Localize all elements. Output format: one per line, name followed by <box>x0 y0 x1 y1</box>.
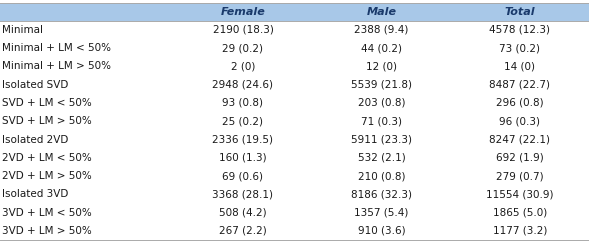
Text: 4578 (12.3): 4578 (12.3) <box>489 25 550 35</box>
Text: SVD + LM < 50%: SVD + LM < 50% <box>2 98 92 108</box>
Text: 12 (0): 12 (0) <box>366 62 397 72</box>
Text: 5539 (21.8): 5539 (21.8) <box>351 80 412 90</box>
Text: 210 (0.8): 210 (0.8) <box>358 171 405 181</box>
Text: 692 (1.9): 692 (1.9) <box>496 153 544 163</box>
Text: 3VD + LM < 50%: 3VD + LM < 50% <box>2 208 92 218</box>
Text: Isolated SVD: Isolated SVD <box>2 80 69 90</box>
Text: Minimal + LM < 50%: Minimal + LM < 50% <box>2 43 111 53</box>
Text: 8247 (22.1): 8247 (22.1) <box>489 134 550 144</box>
Text: 2190 (18.3): 2190 (18.3) <box>213 25 273 35</box>
Text: 3VD + LM > 50%: 3VD + LM > 50% <box>2 226 92 236</box>
Bar <box>0 2 589 21</box>
Text: Minimal + LM > 50%: Minimal + LM > 50% <box>2 62 111 72</box>
Text: 44 (0.2): 44 (0.2) <box>361 43 402 53</box>
Text: 1177 (3.2): 1177 (3.2) <box>492 226 547 236</box>
Text: 25 (0.2): 25 (0.2) <box>223 116 263 126</box>
Text: 508 (4.2): 508 (4.2) <box>219 208 267 218</box>
Text: 5911 (23.3): 5911 (23.3) <box>351 134 412 144</box>
Text: 93 (0.8): 93 (0.8) <box>223 98 263 108</box>
Text: 2VD + LM > 50%: 2VD + LM > 50% <box>2 171 92 181</box>
Text: 279 (0.7): 279 (0.7) <box>496 171 544 181</box>
Text: 2948 (24.6): 2948 (24.6) <box>213 80 273 90</box>
Text: Male: Male <box>366 7 396 17</box>
Text: 267 (2.2): 267 (2.2) <box>219 226 267 236</box>
Text: 8186 (32.3): 8186 (32.3) <box>351 189 412 199</box>
Text: 2VD + LM < 50%: 2VD + LM < 50% <box>2 153 92 163</box>
Text: 8487 (22.7): 8487 (22.7) <box>489 80 550 90</box>
Text: 11554 (30.9): 11554 (30.9) <box>486 189 554 199</box>
Text: 73 (0.2): 73 (0.2) <box>499 43 540 53</box>
Text: 1865 (5.0): 1865 (5.0) <box>492 208 547 218</box>
Text: Minimal: Minimal <box>2 25 44 35</box>
Text: 203 (0.8): 203 (0.8) <box>358 98 405 108</box>
Text: 71 (0.3): 71 (0.3) <box>361 116 402 126</box>
Text: SVD + LM > 50%: SVD + LM > 50% <box>2 116 92 126</box>
Text: Total: Total <box>505 7 535 17</box>
Text: 2 (0): 2 (0) <box>231 62 255 72</box>
Text: 96 (0.3): 96 (0.3) <box>499 116 540 126</box>
Text: Isolated 3VD: Isolated 3VD <box>2 189 69 199</box>
Text: Isolated 2VD: Isolated 2VD <box>2 134 69 144</box>
Text: 910 (3.6): 910 (3.6) <box>358 226 405 236</box>
Text: 296 (0.8): 296 (0.8) <box>496 98 544 108</box>
Text: 14 (0): 14 (0) <box>504 62 535 72</box>
Text: 160 (1.3): 160 (1.3) <box>219 153 267 163</box>
Text: 532 (2.1): 532 (2.1) <box>358 153 405 163</box>
Text: 69 (0.6): 69 (0.6) <box>223 171 263 181</box>
Text: 29 (0.2): 29 (0.2) <box>223 43 263 53</box>
Text: 3368 (28.1): 3368 (28.1) <box>213 189 273 199</box>
Text: 1357 (5.4): 1357 (5.4) <box>354 208 409 218</box>
Text: 2388 (9.4): 2388 (9.4) <box>354 25 409 35</box>
Text: Female: Female <box>221 7 265 17</box>
Text: 2336 (19.5): 2336 (19.5) <box>213 134 273 144</box>
